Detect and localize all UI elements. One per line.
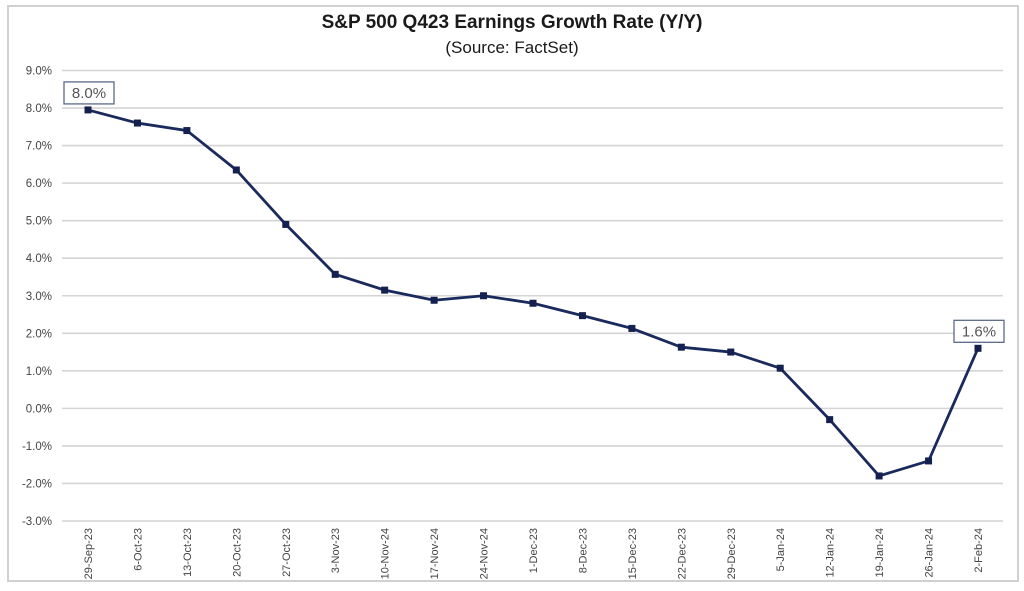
- x-tick-label: 27-Oct-23: [281, 528, 293, 577]
- data-point: [776, 364, 784, 372]
- x-tick-label: 3-Nov-23: [330, 528, 342, 573]
- y-tick-label: -2.0%: [22, 478, 52, 490]
- x-tick-label: 13-Oct-23: [182, 528, 194, 577]
- y-tick-label: 1.0%: [26, 366, 52, 378]
- y-tick-label: 7.0%: [26, 141, 52, 153]
- data-point: [875, 472, 883, 480]
- data-point: [430, 296, 438, 304]
- x-tick-label: 5-Jan-24: [775, 528, 787, 571]
- x-tick-label: 17-Nov-24: [429, 528, 441, 579]
- data-point: [677, 343, 685, 351]
- x-tick-label: 6-Oct-23: [132, 528, 144, 571]
- x-tick-label: 19-Jan-24: [874, 528, 886, 578]
- y-tick-label: 8.0%: [26, 103, 52, 115]
- data-point: [628, 324, 636, 332]
- chart-frame: [7, 5, 1019, 582]
- x-tick-label: 24-Nov-24: [479, 528, 491, 579]
- data-point: [381, 286, 389, 294]
- chart-title: S&P 500 Q423 Earnings Growth Rate (Y/Y): [322, 12, 703, 33]
- data-point: [974, 344, 982, 352]
- y-tick-label: 4.0%: [26, 253, 52, 265]
- data-label: 8.0%: [63, 81, 115, 105]
- x-tick-label: 22-Dec-23: [676, 528, 688, 579]
- gridlines: [62, 69, 1003, 522]
- x-tick-label: 1-Dec-23: [528, 528, 540, 573]
- y-tick-label: 6.0%: [26, 178, 52, 190]
- x-axis-ticks: 29-Sep-23 6-Oct-23 13-Oct-23 20-Oct-23 27-Oc…: [83, 528, 985, 579]
- x-tick-label: 26-Jan-24: [924, 528, 936, 578]
- y-tick-label: -3.0%: [22, 516, 52, 528]
- x-tick-label: 2-Feb-24: [973, 528, 985, 573]
- x-tick-label: 8-Dec-23: [577, 528, 589, 573]
- data-label-text: 1.6%: [962, 323, 996, 340]
- data-point: [331, 270, 339, 278]
- data-point: [826, 416, 834, 424]
- y-tick-label: 9.0%: [26, 66, 52, 78]
- data-label-box: [953, 319, 1005, 343]
- data-point: [133, 119, 141, 127]
- x-tick-label: 10-Nov-24: [380, 528, 392, 579]
- data-point: [282, 220, 290, 228]
- data-point: [84, 106, 92, 114]
- data-point: [727, 348, 735, 356]
- y-tick-label: 5.0%: [26, 216, 52, 228]
- data-point: [578, 312, 586, 320]
- data-label: 1.6%: [953, 319, 1005, 343]
- y-axis-ticks: -3.0% -2.0% -1.0% 0.0% 1.0% 2.0% 3.0% 4.0% 5.0% 6…: [22, 66, 52, 529]
- series-line: [87, 108, 980, 478]
- data-point: [529, 299, 537, 307]
- data-labels: 8.0% 1.6%: [63, 81, 1005, 343]
- x-tick-label: 15-Dec-23: [627, 528, 639, 579]
- series: [84, 106, 982, 480]
- x-tick-label: 29-Sep-23: [83, 528, 95, 579]
- data-label-box: [63, 81, 115, 105]
- y-tick-label: 2.0%: [26, 328, 52, 340]
- data-point: [232, 166, 240, 174]
- data-point: [925, 457, 933, 465]
- data-label-text: 8.0%: [72, 85, 106, 102]
- data-point: [183, 127, 191, 135]
- x-tick-label: 12-Jan-24: [825, 528, 837, 578]
- y-tick-label: 0.0%: [26, 403, 52, 415]
- chart-subtitle: (Source: FactSet): [445, 38, 578, 57]
- y-tick-label: 3.0%: [26, 291, 52, 303]
- y-tick-label: -1.0%: [22, 441, 52, 453]
- x-tick-label: 20-Oct-23: [231, 528, 243, 577]
- x-tick-label: 29-Dec-23: [726, 528, 738, 579]
- data-point: [480, 292, 488, 300]
